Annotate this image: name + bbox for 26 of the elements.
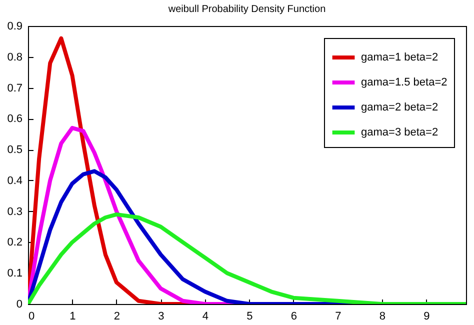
y-tick-label: 0.3 xyxy=(7,206,22,218)
x-tick-label: 3 xyxy=(158,310,164,322)
legend-label: gama=2 beta=2 xyxy=(361,102,438,114)
legend-label: gama=1 beta=2 xyxy=(361,52,438,64)
legend-label: gama=3 beta=2 xyxy=(361,126,438,138)
x-tick-label: 1 xyxy=(70,310,76,322)
y-tick-label: 0.9 xyxy=(7,20,22,32)
y-tick-label: 0.1 xyxy=(7,268,22,280)
y-tick-label: 0.6 xyxy=(7,113,22,126)
x-tick-label: 8 xyxy=(379,310,386,322)
y-tick-label: 0.5 xyxy=(7,144,22,156)
chart-title: weibull Probability Density Function xyxy=(167,4,326,15)
x-tick-label: 6 xyxy=(290,310,298,322)
y-tick-label: 0.7 xyxy=(7,82,22,94)
x-tick-label: 0 xyxy=(28,310,35,322)
x-tick-label: 4 xyxy=(202,310,209,322)
y-tick-label: 0.2 xyxy=(7,236,22,249)
x-tick-label: 9 xyxy=(424,310,430,322)
y-tick-label: 0.4 xyxy=(7,174,22,187)
y-tick-label: 0.8 xyxy=(7,51,22,64)
x-tick-label: 2 xyxy=(114,310,120,322)
line-series xyxy=(28,212,466,304)
legend-label: gama=1.5 beta=2 xyxy=(361,76,448,88)
x-tick-label: 7 xyxy=(335,310,342,322)
y-tick-label: 0 xyxy=(16,298,22,310)
x-tick-label: 5 xyxy=(246,310,253,322)
